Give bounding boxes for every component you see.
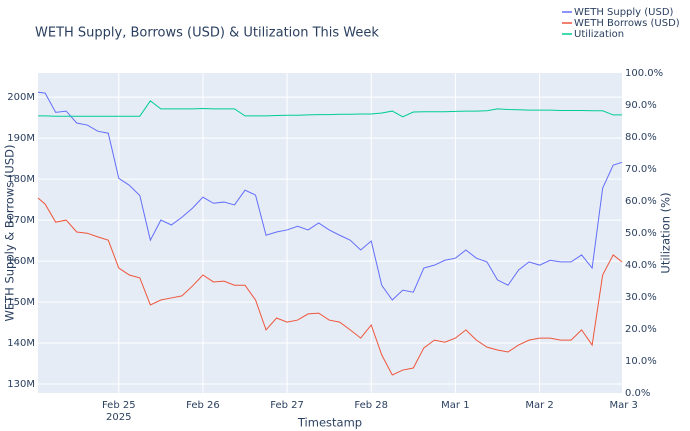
series-line	[37, 91, 623, 301]
y2-axis-title: Utilization (%)	[659, 192, 673, 273]
y2-tick-label: 30.0%	[625, 292, 657, 303]
series-line	[37, 197, 623, 376]
x-tick-label: Feb 27	[270, 400, 304, 411]
x-axis-title: Timestamp	[297, 416, 362, 430]
y-tick-label: 190M	[7, 133, 35, 144]
y-tick-label: 130M	[7, 379, 35, 390]
x-tick-label: Mar 2	[525, 400, 553, 411]
chart-title: WETH Supply, Borrows (USD) & Utilization…	[35, 26, 379, 41]
y2-tick-label: 100.0%	[625, 68, 663, 79]
legend-label: WETH Supply (USD)	[574, 7, 674, 18]
x-tick-label: Feb 26	[186, 400, 220, 411]
legend-label: Utilization	[574, 29, 624, 40]
y-tick-label: 140M	[7, 338, 35, 349]
series-line	[38, 100, 622, 118]
y-axis-title: WETH Supply & Borrows (USD)	[3, 145, 17, 322]
y-tick-label: 160M	[7, 256, 35, 267]
y2-tick-label: 40.0%	[625, 260, 657, 271]
y2-tick-label: 0.0%	[625, 388, 650, 399]
y-tick-label: 170M	[7, 215, 35, 226]
y2-tick-label: 60.0%	[625, 196, 657, 207]
y2-tick-label: 50.0%	[625, 228, 657, 239]
y-tick-label: 200M	[7, 92, 35, 103]
x-tick-label: Feb 25 2025	[102, 400, 136, 423]
x-tick-label: Mar 3	[609, 400, 637, 411]
y2-tick-label: 10.0%	[625, 356, 657, 367]
y2-tick-label: 70.0%	[625, 164, 657, 175]
legend-label: WETH Borrows (USD)	[574, 18, 680, 29]
x-tick-label: Mar 1	[441, 400, 469, 411]
x-tick-label: Feb 28	[354, 400, 388, 411]
y2-tick-label: 80.0%	[625, 132, 657, 143]
y2-tick-label: 90.0%	[625, 100, 657, 111]
y-tick-label: 180M	[7, 174, 35, 185]
plot-area	[38, 73, 622, 393]
y2-tick-label: 20.0%	[625, 324, 657, 335]
y-tick-label: 150M	[7, 297, 35, 308]
